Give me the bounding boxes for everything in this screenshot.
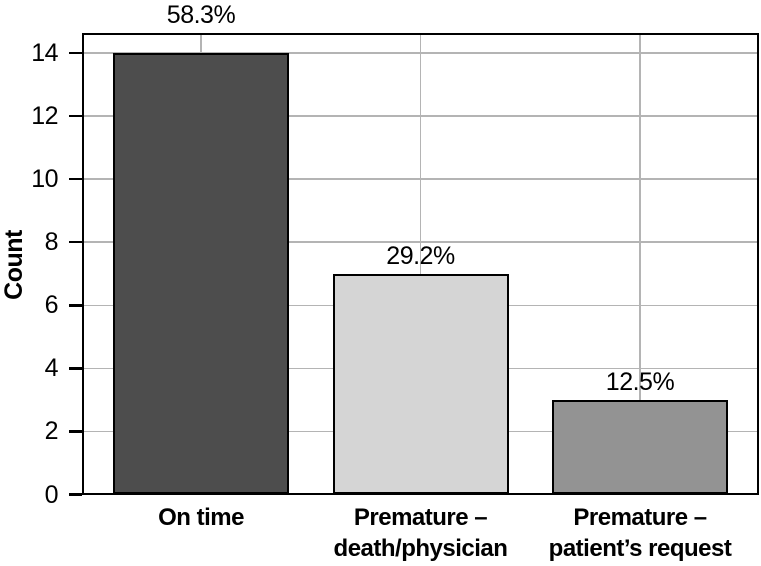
y-tick-mark (69, 177, 82, 181)
y-tick-label: 8 (44, 228, 59, 257)
x-category-label: Premature – death/physician (306, 502, 536, 564)
x-category-label-line: death/physician (333, 535, 508, 562)
y-tick-label: 14 (31, 38, 58, 67)
x-category-label-line: Premature – (573, 504, 707, 531)
x-category-label: On time (86, 502, 316, 533)
bar (552, 399, 728, 495)
y-tick-mark (69, 367, 82, 370)
bar (332, 273, 509, 495)
y-tick-label: 0 (44, 480, 59, 509)
y-tick-label: 4 (44, 354, 59, 383)
y-tick-mark (69, 114, 82, 118)
x-category-label-line: Premature – (353, 504, 488, 531)
y-tick-label: 6 (44, 291, 59, 320)
bar-value-label: 58.3% (166, 1, 236, 29)
y-tick-mark (69, 493, 82, 496)
v-gridline (639, 35, 641, 493)
v-gridline (419, 35, 422, 493)
y-tick-label: 10 (31, 165, 58, 194)
y-tick-mark (69, 240, 82, 244)
x-category-label-line: On time (158, 504, 244, 531)
x-category-label-line: patient’s request (548, 535, 732, 562)
bar-value-label: 29.2% (386, 241, 455, 270)
x-category-label: Premature – patient’s request (525, 502, 755, 564)
y-tick-mark (69, 430, 82, 433)
y-tick-label: 12 (31, 102, 58, 131)
bar (113, 52, 289, 495)
y-tick-mark (69, 51, 82, 55)
bar-value-label: 12.5% (605, 367, 675, 396)
y-tick-label: 2 (44, 417, 59, 446)
y-tick-mark (69, 304, 82, 307)
